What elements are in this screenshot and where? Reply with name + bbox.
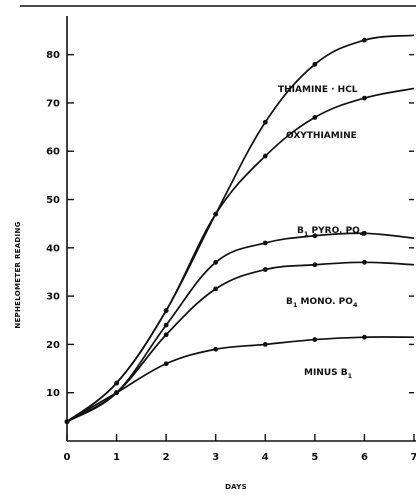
data-point [262, 119, 268, 125]
data-point [163, 332, 169, 338]
series-label-subscript: 4 [360, 230, 365, 238]
series-line-0 [66, 34, 415, 423]
data-point [163, 322, 169, 328]
data-point [114, 380, 119, 386]
series-label-3: B1 MONO. PO4 [286, 297, 358, 309]
x-tick-label: 2 [163, 452, 170, 463]
data-point [262, 240, 268, 246]
series-label-1: OXYTHIAMINE [286, 131, 357, 141]
y-axis-title: NEPHELOMETER READING [14, 221, 22, 328]
data-point [64, 419, 70, 425]
data-point [312, 262, 318, 268]
data-point [213, 211, 219, 217]
y-tick-label: 80 [46, 50, 60, 61]
series-label-part: OXYTHIAMINE [286, 131, 357, 141]
series-label-part: B [286, 297, 293, 307]
data-point [213, 259, 219, 265]
data-point [114, 390, 119, 396]
data-points [64, 37, 367, 425]
series-line-3 [66, 261, 415, 423]
data-point [362, 334, 367, 340]
x-tick-label: 1 [113, 452, 120, 463]
data-point [312, 337, 318, 342]
series-label-subscript: 1 [304, 230, 309, 238]
data-point [163, 361, 169, 367]
y-tick-label: 40 [46, 243, 60, 254]
series-line-1 [66, 87, 415, 423]
axes [20, 5, 416, 442]
data-point [362, 230, 367, 236]
x-tick-label: 6 [361, 452, 368, 463]
series-label-subscript: 4 [353, 301, 358, 309]
y-tick-label: 20 [46, 340, 60, 351]
data-point [312, 233, 318, 239]
data-point [362, 259, 367, 265]
ticks: 10 20 30 40 50 60 70 80 0 1 2 3 4 5 6 7 [46, 50, 416, 463]
y-tick-label: 60 [46, 147, 60, 158]
series-line-4 [66, 336, 415, 423]
series-lines [66, 34, 415, 423]
y-tick-label: 50 [46, 195, 60, 206]
series-label-part: MONO. PO [297, 297, 353, 307]
data-point [163, 308, 169, 314]
series-label-part: THIAMINE · HCL [278, 85, 358, 95]
y-tick-label: 30 [46, 292, 60, 303]
data-point [362, 95, 367, 101]
y-tick-label: 10 [46, 388, 60, 399]
data-point [213, 346, 219, 352]
data-point [312, 115, 318, 120]
data-point [362, 37, 367, 43]
data-point [213, 286, 219, 292]
series-label-4: MINUS B1 [304, 368, 353, 380]
y-tick-label: 70 [46, 98, 60, 109]
series-label-2: B1 PYRO. PO4 [297, 226, 365, 238]
series-label-subscript: 1 [293, 301, 298, 309]
x-tick-label: 3 [212, 452, 219, 463]
series-label-part: B [297, 226, 304, 236]
x-tick-label: 5 [311, 452, 318, 463]
series-label-0: THIAMINE · HCL [278, 85, 358, 95]
series-label-part: PYRO. PO [308, 226, 360, 236]
x-tick-label: 4 [262, 452, 269, 463]
series-label-subscript: 1 [348, 372, 353, 380]
data-point [262, 267, 268, 272]
x-axis-title: DAYS [225, 483, 247, 491]
series-label-part: MINUS B [304, 368, 348, 378]
x-tick-label: 7 [411, 452, 416, 463]
data-point [262, 153, 268, 159]
data-point [262, 342, 268, 347]
data-point [312, 61, 318, 67]
x-tick-label: 0 [64, 452, 71, 463]
